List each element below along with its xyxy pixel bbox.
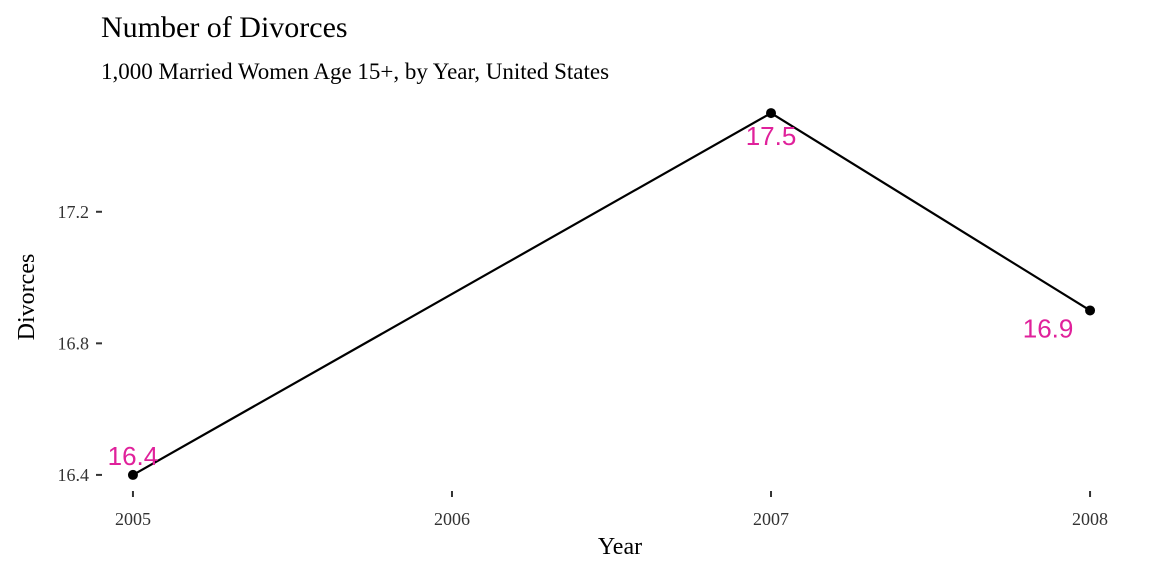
data-labels: 16.4 17.5 16.9 [108, 121, 1074, 471]
y-axis-title: Divorces [14, 254, 40, 341]
series-line [132, 111, 1091, 476]
data-point [1085, 305, 1096, 316]
data-label: 16.4 [108, 441, 159, 471]
x-axis: 2005 2006 2007 2008 [115, 491, 1108, 529]
chart-subtitle: 1,000 Married Women Age 15+, by Year, Un… [101, 59, 609, 84]
data-point [766, 108, 777, 119]
y-tick-label: 16.4 [58, 465, 90, 485]
x-axis-title: Year [598, 534, 642, 560]
x-tick-label: 2008 [1072, 509, 1108, 529]
data-label: 17.5 [746, 121, 797, 151]
data-point [127, 469, 138, 480]
series-divorces [127, 108, 1096, 480]
x-tick-label: 2007 [753, 509, 789, 529]
data-label: 16.9 [1023, 313, 1074, 343]
x-tick-label: 2005 [115, 509, 151, 529]
y-tick-label: 17.2 [58, 202, 90, 222]
y-tick-label: 16.8 [58, 333, 90, 353]
chart-title: Number of Divorces [101, 11, 348, 44]
x-tick-label: 2006 [434, 509, 470, 529]
y-axis: 16.4 16.8 17.2 [58, 202, 102, 485]
